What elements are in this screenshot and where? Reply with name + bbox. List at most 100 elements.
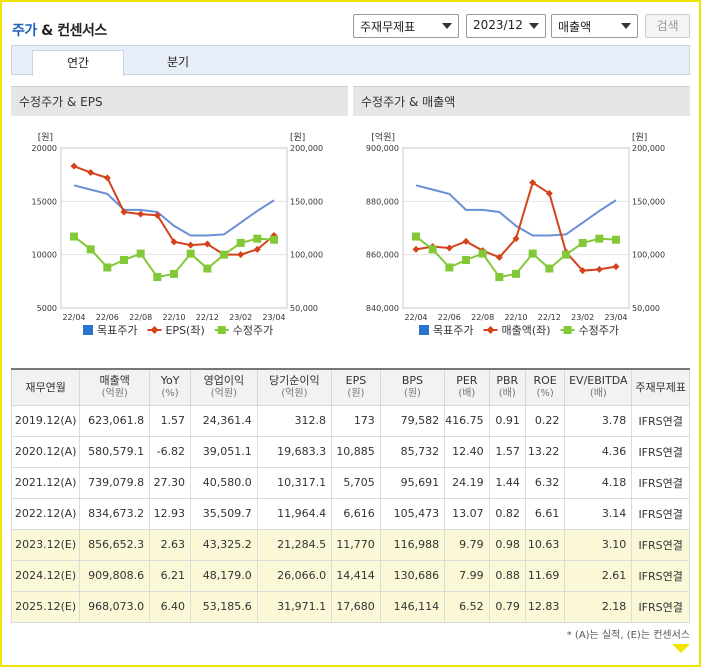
data-point	[528, 249, 537, 258]
table-cell: 13.07	[444, 497, 490, 530]
table-cell: 146,114	[379, 590, 446, 623]
x-tick-label: 22/10	[162, 313, 185, 322]
table-cell: 2024.12(E)	[10, 559, 81, 592]
column-header-label: 주재무제표	[635, 380, 686, 394]
financial-summary-table: 재무연월 매출액 (억원) YoY (%) 영업이익 (억원) 당기순이익 (억원) EPS (원)…	[10, 368, 690, 623]
legend-label: 수정주가	[579, 324, 619, 337]
column-header-unit: (배)	[458, 388, 476, 400]
data-point	[220, 250, 228, 259]
left-axis-unit: [억원]	[371, 131, 395, 143]
tab-quarterly[interactable]: 분기	[166, 55, 190, 69]
table-cell: 2.61	[564, 559, 633, 592]
right-tick-label: 150,000	[290, 197, 323, 206]
right-axis-unit: [원]	[632, 132, 647, 143]
data-point	[253, 234, 262, 243]
table-cell: 79,582	[379, 404, 446, 437]
left-tick-label: 5000	[37, 304, 57, 313]
table-cell: 834,673.2	[79, 497, 151, 530]
right-tick-label: 150,000	[632, 197, 665, 206]
legend-label: EPS(좌)	[165, 324, 204, 337]
left-tick-label: 880,000	[366, 197, 399, 206]
table-row: 2025.12(E) 968,073.0 6.40 53,185.6 31,971.1 1…	[10, 590, 690, 623]
data-point	[562, 250, 570, 259]
column-header: PBR (배)	[488, 368, 526, 406]
period-select[interactable]: 2023/12	[466, 14, 546, 38]
table-cell: IFRS연결	[631, 590, 690, 623]
column-header-unit: (배)	[498, 388, 516, 400]
data-point	[270, 235, 278, 244]
table-cell: 13.22	[524, 435, 566, 468]
data-point	[612, 263, 620, 271]
column-header: PER (배)	[444, 368, 490, 406]
table-cell: 580,579.1	[79, 435, 151, 468]
price-eps-chart: [원] [원]2000015000100005000200,000150,0001…	[32, 132, 324, 337]
data-point	[595, 265, 603, 273]
period-value: 2023/12	[473, 18, 523, 32]
series-line	[73, 184, 275, 237]
left-tick-label: 860,000	[366, 251, 399, 260]
plot-area	[402, 147, 630, 309]
column-header-label: BPS	[401, 374, 424, 388]
table-cell: 312.8	[256, 404, 333, 437]
column-header-label: 재무연월	[25, 380, 66, 394]
column-header-label: 당기순이익	[269, 374, 320, 388]
data-point	[237, 251, 245, 259]
price-sales-chart: [억원] [원] 900,000 880,000 860,000 840,000 200,0…	[366, 131, 665, 337]
column-header-label: YoY	[160, 374, 180, 388]
statement-type-select[interactable]: 주재무제표	[353, 14, 459, 38]
data-point	[70, 162, 78, 170]
table-cell: 968,073.0	[79, 590, 151, 623]
chart-title: 수정주가 & 매출액	[353, 86, 690, 116]
table-cell: 3.14	[564, 497, 633, 530]
data-point	[445, 263, 454, 272]
series-line	[415, 184, 617, 237]
column-header-label: 영업이익	[203, 374, 245, 388]
table-cell: 11,770	[331, 528, 381, 561]
search-button[interactable]: 검색	[645, 14, 690, 38]
column-header: ROE (%)	[524, 368, 566, 406]
data-point	[203, 240, 211, 248]
table-cell: 10,885	[331, 435, 381, 468]
data-point	[103, 174, 111, 182]
chart-title: 수정주가 & EPS	[11, 86, 348, 116]
table-cell: 35,509.7	[190, 497, 258, 530]
table-cell: 0.91	[488, 404, 526, 437]
data-point	[203, 264, 212, 273]
left-tick-label: 15000	[32, 197, 57, 206]
table-cell: IFRS연결	[631, 497, 690, 530]
column-header-label: PER	[456, 374, 478, 388]
metric-select[interactable]: 매출액	[551, 14, 638, 38]
column-header-unit: (%)	[161, 388, 179, 400]
tab-annual[interactable]: 연간	[32, 50, 124, 76]
data-point	[412, 245, 420, 253]
data-point	[412, 232, 420, 241]
footnote: * (A)는 실적, (E)는 컨센서스	[566, 630, 690, 641]
legend-label: 목표주가	[97, 324, 137, 337]
data-point	[170, 269, 178, 278]
period-tabs: 연간 분기	[11, 45, 690, 76]
table-cell: 6.21	[149, 559, 192, 592]
column-header-label: EV/EBITDA	[569, 374, 628, 388]
table-cell: 173	[331, 404, 381, 437]
data-point	[478, 249, 487, 258]
column-header: YoY (%)	[149, 368, 192, 406]
data-point	[236, 238, 245, 247]
table-cell: 43,325.2	[190, 528, 258, 561]
table-cell: 0.98	[488, 528, 526, 561]
column-header-unit: (억원)	[281, 388, 308, 400]
data-point	[428, 245, 437, 254]
table-cell: 416.75	[444, 404, 490, 437]
data-point	[153, 273, 162, 282]
legend-label: 목표주가	[433, 324, 473, 337]
scroll-down-icon[interactable]	[672, 644, 690, 653]
chevron-down-icon	[621, 23, 631, 29]
column-header-label: ROE	[533, 374, 557, 388]
table-cell: 5,705	[331, 466, 381, 499]
table-cell: 4.18	[564, 466, 633, 499]
column-header: 주재무제표	[631, 368, 690, 406]
data-point	[578, 238, 587, 247]
table-cell: 6.52	[444, 590, 490, 623]
table-cell: 2019.12(A)	[10, 404, 81, 437]
table-cell: 39,051.1	[190, 435, 258, 468]
table-cell: 53,185.6	[190, 590, 258, 623]
